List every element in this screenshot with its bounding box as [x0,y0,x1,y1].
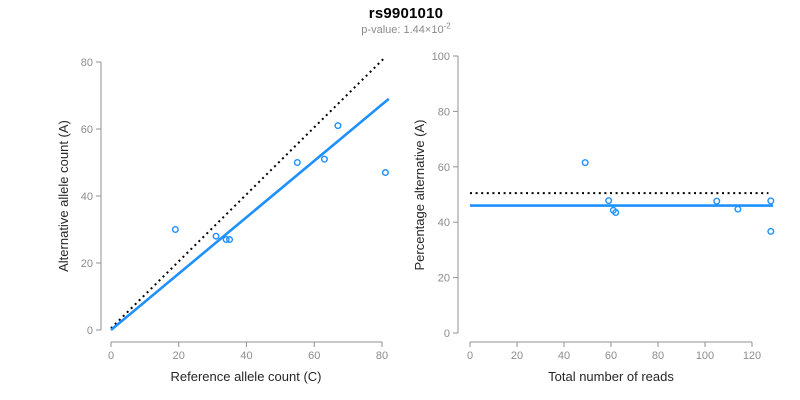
y-tick-label: 0 [87,325,93,337]
data-point [334,122,342,130]
y-tick-label: 0 [444,328,450,340]
y-tick-label: 80 [438,106,450,118]
x-tick-label: 120 [743,350,761,362]
x-tick-label: 80 [652,350,664,362]
y-tick-label: 60 [81,124,93,136]
data-point [212,232,220,240]
x-tick-label: 40 [240,350,252,362]
x-tick-label: 60 [605,350,617,362]
data-point [767,227,775,235]
allele-count-scatter: 0 20 40 60 80 0 20 40 60 80 Reference allele count… [56,56,390,384]
y-tick-label: 60 [438,162,450,174]
identity-line [110,56,387,330]
x-tick-label: 20 [511,350,523,362]
data-point [734,205,742,213]
y-axis-title: Alternative allele count (A) [56,120,71,272]
data-point [320,155,328,163]
data-point [222,236,230,244]
y-tick-label: 80 [81,57,93,69]
data-point [381,169,389,177]
data-point [581,159,589,167]
x-tick-label: 0 [467,350,473,362]
x-tick-label: 0 [108,350,114,362]
x-axis-title: Reference allele count (C) [170,369,321,384]
y-tick-label: 40 [81,191,93,203]
y-tick-label: 40 [438,217,450,229]
y-axis-title: Percentage alternative (A) [412,119,427,270]
x-tick-label: 40 [558,350,570,362]
x-tick-label: 80 [376,350,388,362]
fit-line [110,97,390,331]
data-point [226,236,234,244]
y-tick-label: 100 [432,51,450,63]
x-tick-label: 60 [308,350,320,362]
data-point [605,197,613,205]
data-point [713,197,721,205]
percentage-vs-reads-scatter: 0 20 40 60 80 100 0 20 40 60 80 100 120 Total number … [412,51,775,384]
x-tick-label: 20 [173,350,185,362]
data-point [767,197,775,205]
y-tick-label: 20 [438,273,450,285]
x-tick-label: 100 [696,350,714,362]
y-tick-label: 20 [81,258,93,270]
data-point [293,158,301,166]
x-axis-title: Total number of reads [548,369,674,384]
data-point [612,209,620,217]
data-point [171,225,179,233]
